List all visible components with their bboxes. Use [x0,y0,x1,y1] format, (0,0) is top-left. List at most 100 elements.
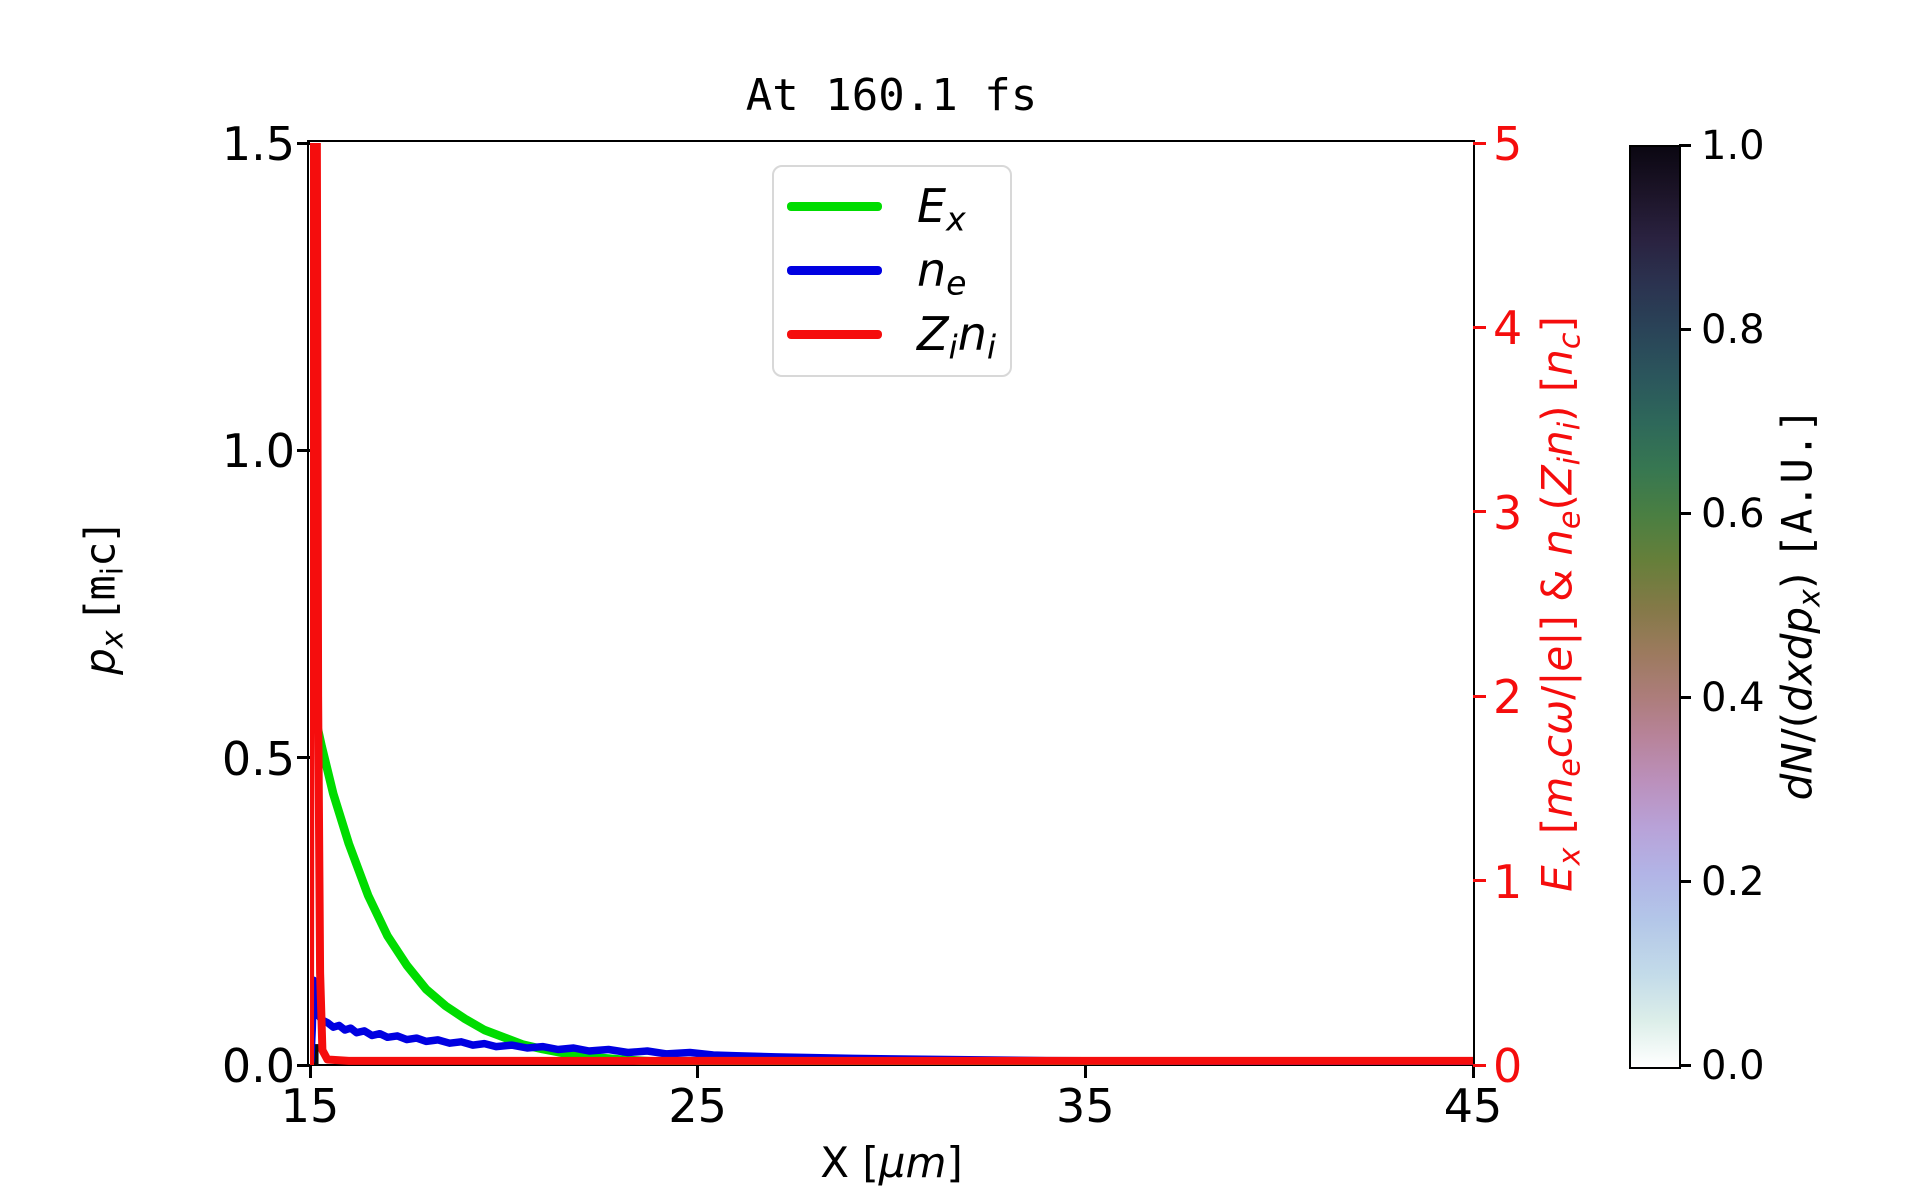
label-segment: i [95,566,131,576]
label-segment: ] [75,525,125,542]
y-axis-label-left: px [mic] [76,525,131,675]
label-segment: Z [1532,465,1582,495]
y-left-tick-label: 1.5 [221,117,295,171]
label-segment: n [1532,529,1582,556]
label-segment: n [957,307,987,361]
y-right-tick-label: 1 [1493,854,1523,909]
y-left-tick [297,448,310,452]
label-segment: /| [1532,671,1582,700]
colorbar-gradient [1629,145,1681,1069]
label-segment: [ [1532,817,1582,848]
colorbar-tick-label: 0.6 [1701,491,1765,537]
x-tick [696,1065,700,1078]
label-segment: c [75,541,125,567]
label-segment: m [1532,776,1582,818]
label-segment: /( [1772,711,1822,743]
label-segment: ) [1772,559,1822,590]
label-segment: E [1532,865,1582,892]
colorbar-tick-label: 0.2 [1701,859,1765,905]
colorbar-label: dN/(dxdpx) [A.U.] [1773,408,1828,801]
x-tick-label: 15 [280,1079,340,1133]
plot-title: At 160.1 fs [745,70,1038,121]
label-segment: e [1552,510,1588,530]
colorbar-tick-label: 0.8 [1701,307,1765,353]
label-segment: E [917,179,947,233]
label-segment: x [946,199,966,239]
series-ne [310,976,1473,1065]
label-segment: ω [1532,699,1582,736]
label-segment: e [1552,758,1588,777]
x-tick [308,1065,312,1078]
x-tick [1471,1065,1475,1078]
y-right-tick [1473,879,1486,883]
label-segment: [ [75,600,125,631]
x-axis-label: X [μm] [310,1138,1473,1187]
series-zini [310,143,1473,1065]
legend-swatch [787,329,882,339]
label-segment: ] [946,1138,963,1187]
label-segment: e [1532,645,1582,672]
label-segment: p [75,648,125,675]
y-left-tick-label: 1.0 [221,424,295,479]
label-segment: e [946,263,967,303]
y-right-tick [1473,141,1486,145]
y-right-tick-label: 0 [1493,1039,1523,1093]
label-segment: i [948,327,958,367]
label-segment: [A.U.] [1772,407,1822,560]
y-right-tick [1473,1063,1486,1067]
y-left-tick-label: 0.5 [221,731,295,786]
colorbar-tick-label: 1.0 [1701,123,1765,169]
label-segment: Z [917,307,949,361]
label-segment: i [1552,421,1588,431]
colorbar-tick [1679,511,1691,515]
label-segment: μm [878,1138,947,1187]
y-right-tick [1473,510,1486,514]
y-right-tick [1473,694,1486,698]
label-segment: c [1532,735,1582,759]
colorbar-tick-label: 0.0 [1701,1043,1765,1089]
label-segment: dxdp [1772,606,1822,712]
label-segment: n [1532,349,1582,376]
label-segment: dN [1772,742,1822,801]
legend-label: Ex [917,180,966,245]
label-segment: ( [1532,494,1582,511]
label-segment: |] & [1532,555,1582,646]
colorbar-tick [1679,143,1691,147]
label-segment: x [1552,847,1588,866]
label-segment: m [75,575,125,601]
y-left-tick [297,141,310,145]
label-segment: X [ [820,1138,879,1187]
label-segment: x [1792,589,1828,607]
y-right-tick-label: 3 [1493,485,1523,540]
label-segment: n [917,243,947,297]
colorbar-tick-label: 0.4 [1701,675,1765,721]
series-ex [310,703,1473,1065]
legend-swatch [787,265,882,275]
legend-label: ne [917,244,967,309]
y-left-tick [297,756,310,760]
colorbar-tick [1679,695,1691,699]
label-segment: n [1532,430,1582,457]
colorbar-tick [1679,327,1691,331]
legend-label: Zini [917,308,996,373]
y-right-tick [1473,325,1486,329]
label-segment: c [1552,332,1588,350]
x-tick-label: 45 [1443,1079,1503,1133]
x-tick-label: 35 [1056,1079,1115,1133]
label-segment: i [986,327,997,367]
label-segment: ] [1532,316,1582,333]
x-tick [1083,1065,1087,1078]
legend-box: Ex ne Zini [772,165,1012,377]
plot-svg [310,143,1473,1065]
y-right-tick-label: 4 [1493,301,1523,356]
legend-swatch [787,201,882,211]
colorbar-tick [1679,879,1691,883]
label-segment: ) [ [1532,375,1582,422]
colorbar-tick [1679,1063,1691,1067]
y-left-tick [297,1063,310,1067]
x-tick-label: 25 [668,1079,727,1133]
label-segment: i [1552,456,1588,466]
y-right-tick-label: 5 [1493,117,1523,171]
y-right-tick-label: 2 [1493,670,1523,725]
